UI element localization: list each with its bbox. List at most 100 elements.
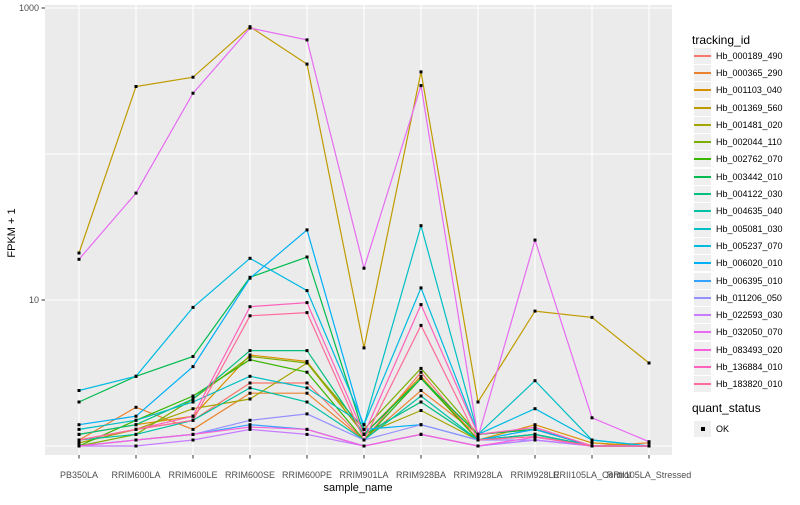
data-point xyxy=(248,423,252,427)
legend-entry-Hb_011206_050: Hb_011206_050 xyxy=(694,289,783,306)
legend-key-swatch xyxy=(694,341,711,358)
data-point xyxy=(248,349,252,353)
legend-entry-ok: OK xyxy=(694,420,729,437)
data-point xyxy=(191,414,195,418)
legend-color-line-icon xyxy=(694,141,711,144)
legend-key-swatch xyxy=(694,134,711,151)
data-point xyxy=(134,427,138,431)
data-point xyxy=(134,374,138,378)
x-tick-label: RRII105LA_Stressed xyxy=(607,470,692,480)
data-point xyxy=(305,255,309,259)
legend-entry-Hb_001481_020: Hb_001481_020 xyxy=(694,116,783,133)
data-point xyxy=(77,251,81,255)
legend-color-line-icon xyxy=(694,314,711,317)
data-point xyxy=(419,374,423,378)
data-point xyxy=(77,400,81,404)
data-point xyxy=(419,423,423,427)
data-point xyxy=(647,361,651,365)
x-tick-label: RRIM600PE xyxy=(282,470,332,480)
legend-entry-label: Hb_022593_030 xyxy=(716,310,783,321)
data-point xyxy=(134,191,138,195)
data-point xyxy=(419,303,423,307)
data-point xyxy=(590,416,594,420)
data-point xyxy=(419,224,423,228)
legend-key-swatch xyxy=(694,307,711,324)
data-point xyxy=(590,444,594,448)
data-point xyxy=(533,407,537,411)
data-point xyxy=(305,62,309,66)
legend-key-swatch xyxy=(694,255,711,272)
legend-key-swatch xyxy=(694,82,711,99)
x-tick-label: RRIM600SE xyxy=(225,470,275,480)
legend-color-line-icon xyxy=(694,331,711,334)
legend-entry-Hb_083493_020: Hb_083493_020 xyxy=(694,341,783,358)
legend-entry-Hb_004122_030: Hb_004122_030 xyxy=(694,185,783,203)
data-point xyxy=(248,381,252,385)
data-point xyxy=(191,438,195,442)
data-point xyxy=(419,84,423,88)
legend-key-swatch xyxy=(694,376,711,393)
data-point xyxy=(476,438,480,442)
data-point xyxy=(305,38,309,42)
legend-entry-Hb_005081_030: Hb_005081_030 xyxy=(694,220,783,237)
legend-entry-label: Hb_004635_040 xyxy=(716,206,783,217)
data-point xyxy=(305,370,309,374)
data-point xyxy=(419,366,423,370)
data-point xyxy=(134,438,138,442)
legend-entry-label: Hb_006020_010 xyxy=(716,258,783,269)
data-point xyxy=(134,405,138,409)
legend-color-line-icon xyxy=(694,383,711,386)
data-point xyxy=(305,381,309,385)
data-point xyxy=(419,394,423,398)
legend-color-line-icon xyxy=(694,262,711,265)
data-point xyxy=(77,427,81,431)
legend-color-line-icon xyxy=(694,348,711,351)
data-point xyxy=(590,315,594,319)
data-point xyxy=(476,400,480,404)
legend-entry-label: Hb_183820_010 xyxy=(716,379,783,390)
data-point xyxy=(248,418,252,422)
data-point xyxy=(362,346,366,350)
x-tick-label: RRIM600LA xyxy=(111,470,160,480)
x-tick-label: RRIM901LA xyxy=(339,470,388,480)
data-point xyxy=(305,349,309,353)
data-point xyxy=(77,257,81,261)
data-point xyxy=(647,440,651,444)
data-point xyxy=(476,435,480,439)
legend-entry-label: Hb_000365_290 xyxy=(716,67,783,78)
data-point xyxy=(533,238,537,242)
data-point xyxy=(191,355,195,358)
data-point xyxy=(77,389,81,392)
legend-key-swatch xyxy=(694,237,711,254)
data-point xyxy=(533,435,537,439)
legend-entry-label: Hb_004122_030 xyxy=(716,189,783,200)
legend-key-swatch xyxy=(694,186,711,203)
legend-entry-Hb_005237_070: Hb_005237_070 xyxy=(694,237,783,254)
legend-entry-Hb_003442_010: Hb_003442_010 xyxy=(694,168,783,185)
data-point xyxy=(191,394,195,398)
data-point xyxy=(248,427,252,431)
data-point xyxy=(134,414,138,418)
data-point xyxy=(134,423,138,427)
legend-entry-Hb_136884_010: Hb_136884_010 xyxy=(694,358,783,375)
data-point xyxy=(248,314,252,318)
data-point xyxy=(77,423,81,427)
data-point xyxy=(590,441,594,445)
data-point xyxy=(305,228,309,232)
legend-entry-label: Hb_011206_050 xyxy=(716,292,782,303)
legend-entry-label: Hb_083493_020 xyxy=(716,344,783,355)
data-point xyxy=(362,423,366,427)
data-point xyxy=(305,432,309,436)
legend-key-swatch xyxy=(694,99,711,116)
data-point xyxy=(77,432,81,436)
legend-color-line-icon xyxy=(694,89,711,92)
data-point xyxy=(419,377,423,380)
legend-entry-Hb_006395_010: Hb_006395_010 xyxy=(694,272,783,289)
data-point xyxy=(248,276,252,280)
data-point xyxy=(191,75,195,79)
data-point xyxy=(134,432,138,436)
legend-entry-label: Hb_002044_110 xyxy=(716,137,782,148)
y-tick-label: 10 xyxy=(29,295,39,305)
legend-key-swatch xyxy=(694,116,711,133)
data-point xyxy=(476,432,480,436)
